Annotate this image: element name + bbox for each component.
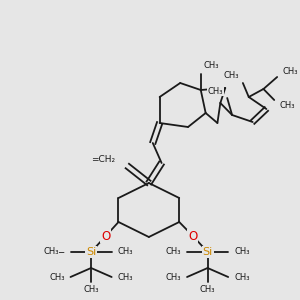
Text: —: — xyxy=(55,247,64,257)
Text: CH₃: CH₃ xyxy=(83,286,99,295)
Text: Si: Si xyxy=(86,247,96,257)
Text: CH₃: CH₃ xyxy=(49,274,64,283)
Text: Si: Si xyxy=(202,247,213,257)
Text: CH₃: CH₃ xyxy=(43,248,59,256)
Text: CH₃: CH₃ xyxy=(282,68,298,76)
Text: CH₃: CH₃ xyxy=(118,248,133,256)
Text: CH₃: CH₃ xyxy=(118,274,133,283)
Text: CH₃: CH₃ xyxy=(234,274,250,283)
Text: CH₃: CH₃ xyxy=(279,100,295,109)
Text: CH₃: CH₃ xyxy=(208,86,223,95)
Text: =CH₂: =CH₂ xyxy=(92,155,116,164)
Text: CH₃: CH₃ xyxy=(204,61,219,70)
Text: O: O xyxy=(101,230,110,242)
Text: CH₃: CH₃ xyxy=(200,286,215,295)
Text: CH₃: CH₃ xyxy=(166,248,181,256)
Text: O: O xyxy=(188,230,198,242)
Text: CH₃: CH₃ xyxy=(224,71,239,80)
Text: CH₃: CH₃ xyxy=(166,274,181,283)
Text: CH₃: CH₃ xyxy=(234,248,250,256)
